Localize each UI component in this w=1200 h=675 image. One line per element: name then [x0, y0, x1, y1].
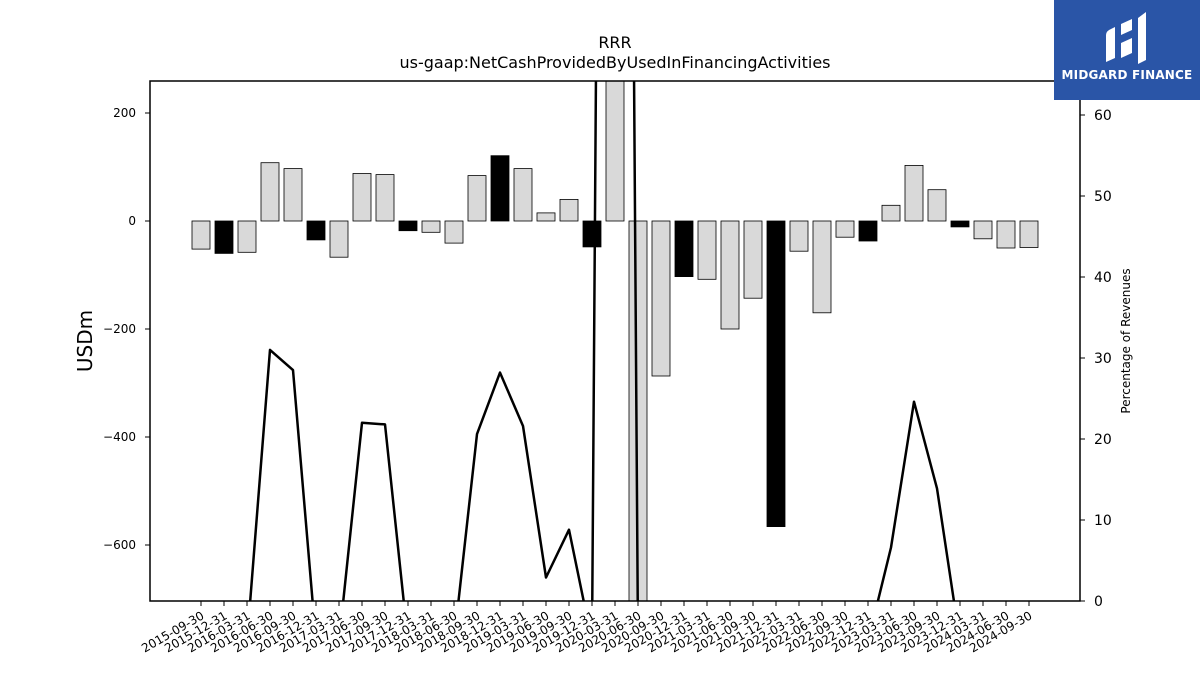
bar [214, 220, 234, 254]
y-tick-label: 0 [128, 214, 136, 228]
bar [950, 220, 970, 228]
y2-tick-label: 40 [1094, 270, 1112, 286]
bar [743, 220, 763, 299]
bar [697, 220, 717, 280]
bar [444, 220, 464, 244]
bar [973, 220, 993, 240]
bar [904, 164, 924, 222]
chart-title: RRR [598, 33, 631, 52]
bar [306, 220, 326, 241]
bar [789, 220, 809, 252]
bar [513, 168, 533, 222]
bar [651, 220, 671, 377]
y-tick-label: −600 [103, 538, 136, 552]
brand-logo: MIDGARD FINANCE [1054, 0, 1200, 100]
y2-tick-label: 10 [1094, 513, 1112, 529]
bar [283, 168, 303, 222]
bar [766, 220, 786, 528]
y-axis-label: USDm [73, 310, 97, 372]
bars [191, 80, 1039, 602]
y2-tick-label: 50 [1094, 189, 1112, 205]
bar [674, 220, 694, 277]
bar [329, 220, 349, 258]
bar [260, 162, 280, 222]
y2-axis-label: Percentage of Revenues [1119, 268, 1133, 413]
logo-mark-icon [1106, 12, 1146, 64]
bar [605, 80, 625, 222]
bar [398, 220, 418, 232]
bar [375, 174, 395, 222]
y2-tick-label: 30 [1094, 351, 1112, 367]
x-axis: 2015-09-302015-12-312016-03-312016-06-30… [139, 601, 1035, 655]
line-series [248, 81, 956, 601]
bar [812, 220, 832, 314]
right-axis: 60 50 40 30 20 10 0 [1080, 108, 1112, 610]
y-tick-label: 200 [113, 106, 136, 120]
bar [582, 220, 602, 248]
y2-tick-label: 20 [1094, 432, 1112, 448]
y-tick-label: −200 [103, 322, 136, 336]
bar [996, 220, 1016, 249]
bar [1019, 220, 1039, 248]
line-layer [248, 81, 956, 601]
bar [490, 155, 510, 222]
bar [835, 220, 855, 238]
bar [191, 220, 211, 250]
bar [559, 198, 579, 222]
chart-subtitle: us-gaap:NetCashProvidedByUsedInFinancing… [399, 53, 830, 72]
bar [536, 212, 556, 222]
left-axis: 200 0 −200 −400 −600 [103, 106, 150, 552]
y2-tick-label: 60 [1094, 108, 1112, 124]
bar [881, 204, 901, 222]
bar [421, 220, 441, 233]
logo-text: MIDGARD FINANCE [1061, 68, 1193, 82]
bar [858, 220, 878, 242]
bar [927, 189, 947, 222]
bar [352, 173, 372, 222]
bar [237, 220, 257, 253]
y2-tick-label: 0 [1094, 594, 1103, 610]
bar [720, 220, 740, 330]
bar [467, 175, 487, 222]
y-tick-label: −400 [103, 430, 136, 444]
